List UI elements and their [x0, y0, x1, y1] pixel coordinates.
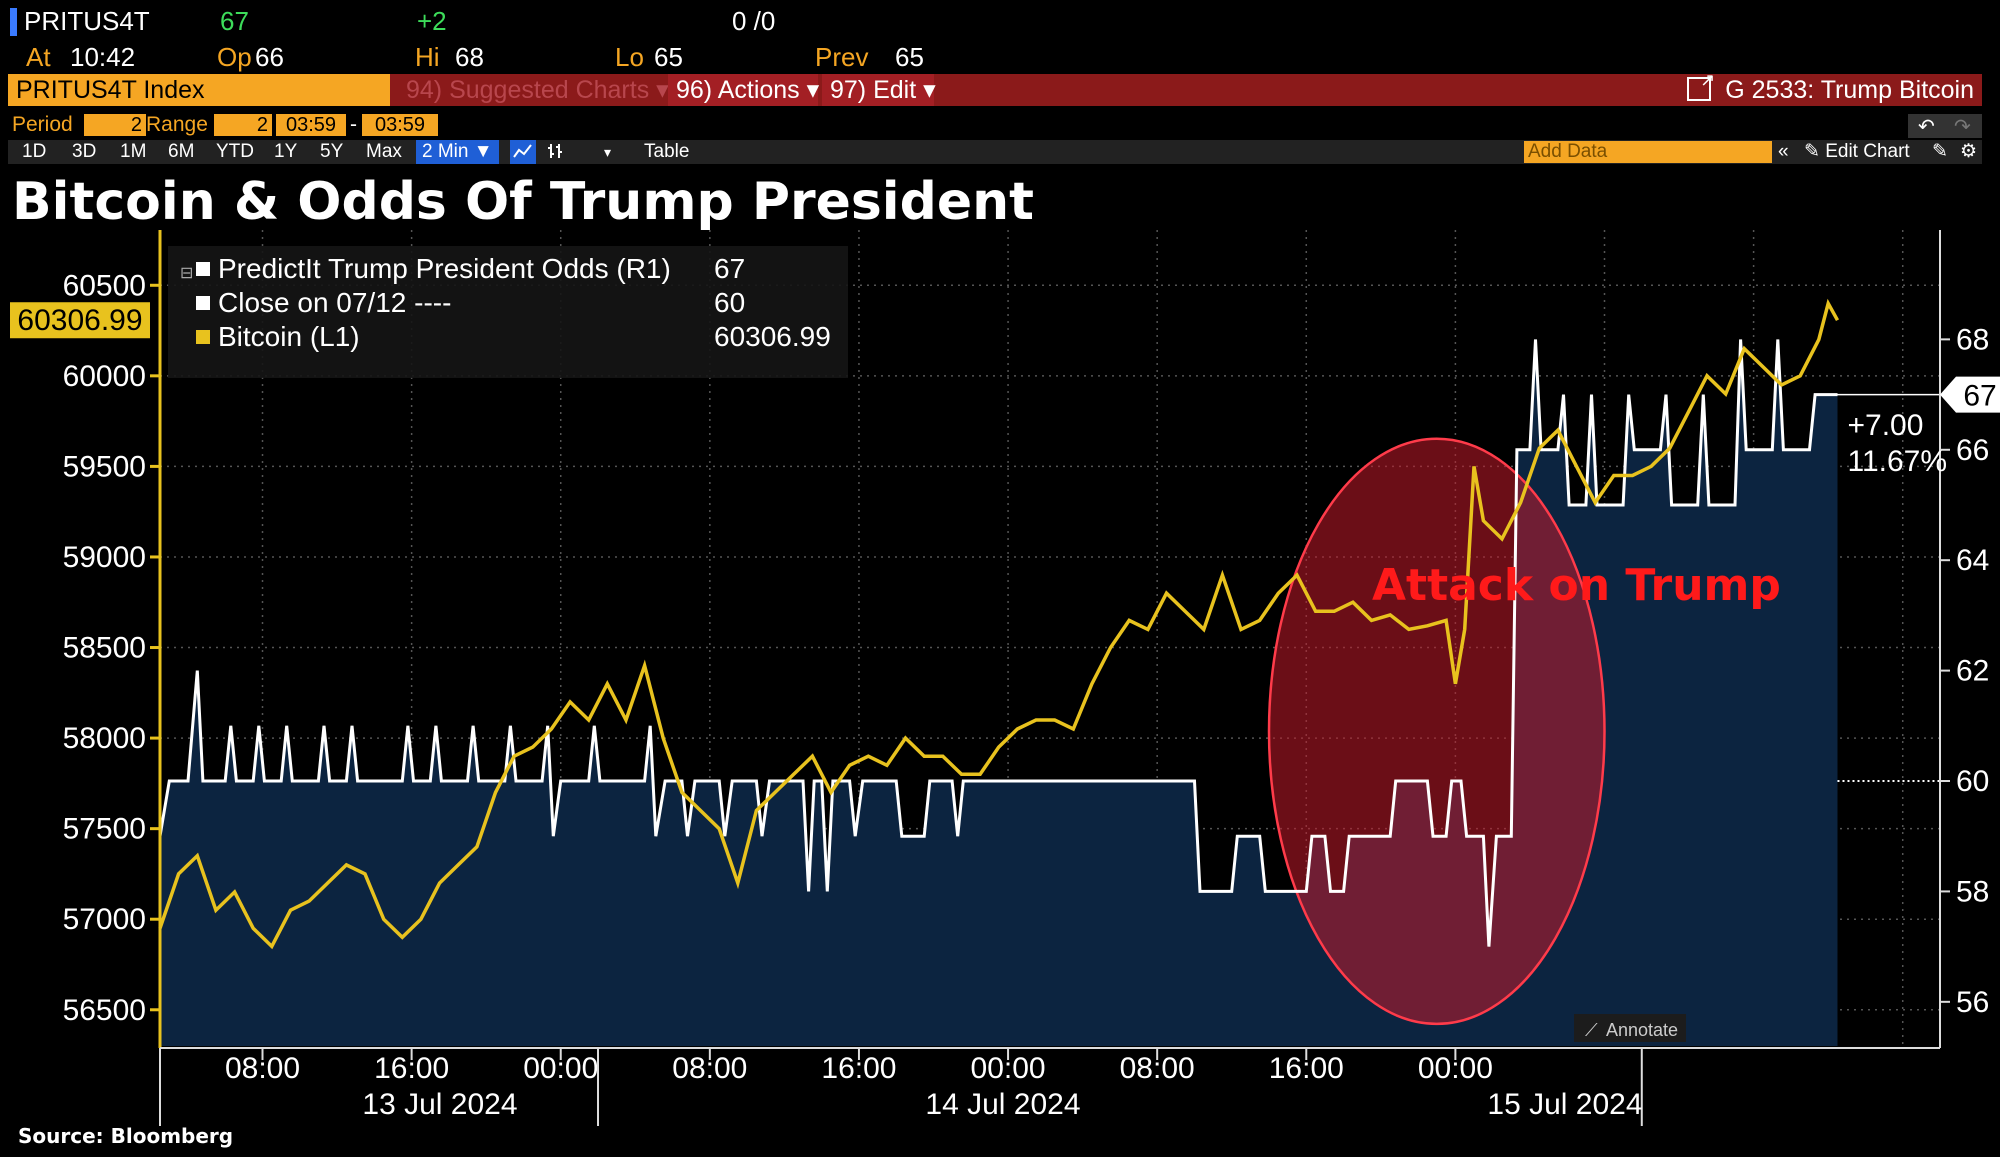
left-tick-label: 60500	[63, 269, 146, 302]
right-tick-label: 64	[1956, 544, 1989, 577]
right-tick-label: 62	[1956, 655, 1989, 688]
right-tick-label: 58	[1956, 875, 1989, 908]
right-last-value-label: 67	[1963, 380, 1996, 413]
chart-legend: PredictIt Trump President Odds (R1) 67 Clo…	[168, 246, 848, 378]
left-tick-label: 56500	[63, 994, 146, 1027]
right-tick-label: 56	[1956, 986, 1989, 1019]
legend-entry-value: 60	[714, 287, 745, 318]
event-ellipse	[1269, 439, 1604, 1024]
x-time-label: 16:00	[374, 1052, 449, 1085]
right-tick-label: 68	[1956, 323, 1989, 356]
left-last-value-label: 60306.99	[17, 304, 142, 337]
x-time-label: 16:00	[1269, 1052, 1344, 1085]
left-tick-label: 58500	[63, 632, 146, 665]
left-tick-label: 59500	[63, 450, 146, 483]
annotate-button-label: Annotate	[1606, 1020, 1678, 1040]
legend-collapse-icon: ⊟	[180, 265, 193, 282]
change-pct-label: 11.67%	[1847, 445, 1947, 478]
left-tick-label: 57500	[63, 813, 146, 846]
left-tick-label: 57000	[63, 903, 146, 936]
x-date-label: 15 Jul 2024	[1487, 1088, 1642, 1121]
change-abs-label: +7.00	[1847, 409, 1923, 442]
legend-entry-label: PredictIt Trump President Odds (R1)	[218, 253, 671, 284]
left-tick-label: 58000	[63, 722, 146, 755]
legend-swatch	[196, 330, 210, 344]
x-time-label: 00:00	[1418, 1052, 1493, 1085]
event-annotation-label: Attack on Trump	[1372, 560, 1781, 611]
x-date-label: 14 Jul 2024	[925, 1088, 1080, 1121]
x-date-label: 13 Jul 2024	[362, 1088, 517, 1121]
legend-swatch	[196, 296, 210, 310]
legend-entry-value: 67	[714, 253, 745, 284]
left-tick-label: 60000	[63, 360, 146, 393]
legend-entry-label: Close on 07/12 ----	[218, 287, 451, 318]
x-time-label: 00:00	[523, 1052, 598, 1085]
annotate-pen-icon: ⟋	[1585, 1020, 1598, 1040]
x-time-label: 08:00	[672, 1052, 747, 1085]
event-highlight-ellipse	[1269, 439, 1604, 1024]
right-tick-label: 60	[1956, 765, 1989, 798]
legend-entry-value: 60306.99	[714, 321, 831, 352]
x-time-label: 08:00	[225, 1052, 300, 1085]
source-note: Source: Bloomberg	[18, 1124, 233, 1148]
left-tick-label: 59000	[63, 541, 146, 574]
x-time-label: 16:00	[821, 1052, 896, 1085]
legend-swatch	[196, 262, 210, 276]
x-time-label: 00:00	[971, 1052, 1046, 1085]
right-tick-label: 66	[1956, 434, 1989, 467]
x-time-label: 08:00	[1120, 1052, 1195, 1085]
legend-entry-label: Bitcoin (L1)	[218, 321, 360, 352]
